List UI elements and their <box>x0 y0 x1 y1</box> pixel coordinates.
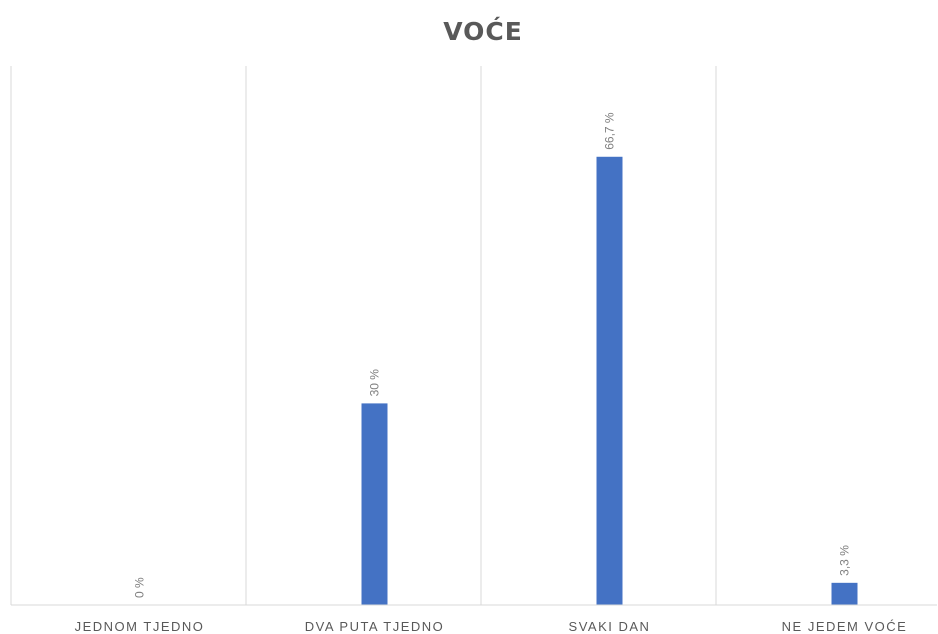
category-label: NE JEDEM VOĆE <box>782 619 908 634</box>
data-label: 30 % <box>368 369 382 397</box>
data-labels: 0 % 30 % 66,7 % 3,3 % <box>133 112 852 598</box>
category-label: JEDNOM TJEDNO <box>75 619 205 634</box>
data-label: 0 % <box>133 577 147 598</box>
data-label: 3,3 % <box>838 545 852 576</box>
category-labels: JEDNOM TJEDNO DVA PUTA TJEDNO SVAKI DAN NE … <box>75 619 908 634</box>
bar <box>831 582 858 605</box>
bar <box>596 156 623 605</box>
data-label: 66,7 % <box>603 112 617 150</box>
bar <box>361 403 388 605</box>
category-label: DVA PUTA TJEDNO <box>305 619 445 634</box>
gridlines <box>10 66 717 605</box>
chart-title: VOĆE <box>443 16 523 46</box>
category-label: SVAKI DAN <box>569 619 651 634</box>
bars <box>361 156 858 605</box>
